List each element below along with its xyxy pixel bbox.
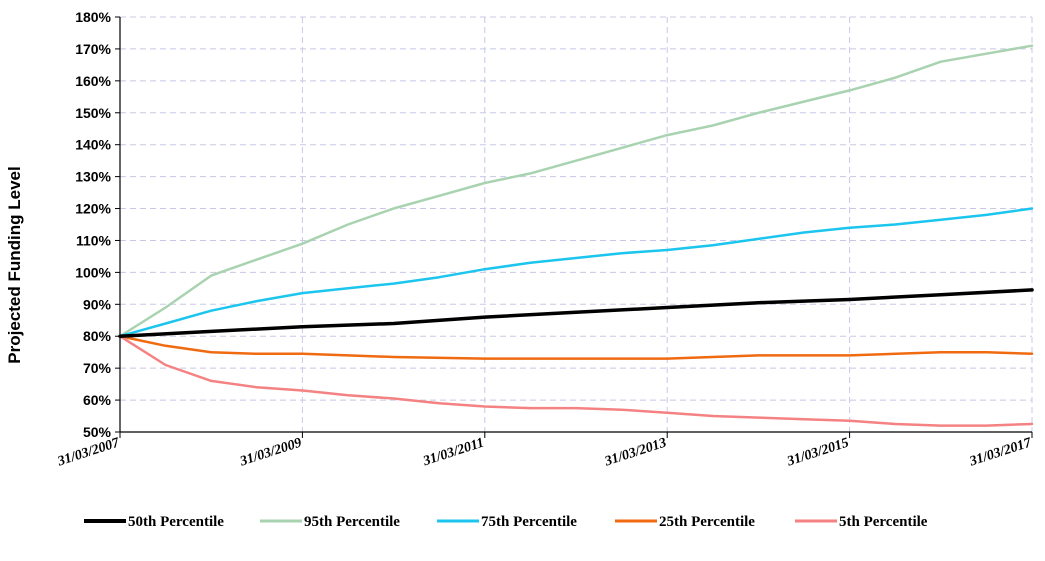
legend-label-50th-percentile: 50th Percentile [128, 514, 224, 530]
legend-label-5th-percentile: 5th Percentile [839, 514, 928, 530]
x-tick-label: 31/03/2013 [602, 436, 668, 470]
y-tick-label: 60% [83, 392, 112, 408]
y-tick-label: 70% [83, 360, 112, 376]
y-tick-label: 110% [76, 232, 112, 248]
y-tick-label: 150% [75, 105, 111, 121]
y-tick-label: 80% [83, 328, 112, 344]
x-tick-label: 31/03/2011 [421, 436, 487, 470]
series-line-50th-percentile [118, 288, 1034, 338]
legend-label-95th-percentile: 95th Percentile [304, 514, 400, 530]
y-tick-label: 90% [83, 296, 112, 312]
x-tick-label: 31/03/2007 [55, 435, 122, 470]
y-tick-label: 120% [75, 201, 111, 217]
series-line-5th-percentile [118, 334, 1034, 427]
legend-label-25th-percentile: 25th Percentile [659, 514, 755, 530]
series-line-25th-percentile [118, 334, 1034, 360]
y-tick-label: 100% [75, 264, 111, 280]
x-tick-label: 31/03/2009 [237, 436, 303, 470]
axes [119, 17, 1032, 433]
y-axis-label: Projected Funding Level [5, 166, 24, 363]
legend: 50th Percentile 95th Percentile 75th Perce… [84, 514, 928, 530]
gridlines [120, 16, 1033, 432]
legend-label-75th-percentile: 75th Percentile [481, 514, 577, 530]
x-tick-label: 31/03/2017 [967, 435, 1034, 470]
y-tick-label: 130% [75, 169, 111, 185]
y-tick-label: 180% [75, 9, 111, 25]
y-tick-label: 140% [75, 137, 111, 153]
x-axis-ticks: 31/03/2007 31/03/2009 31/03/2011 31/03/2013… [55, 432, 1034, 470]
y-axis-ticks: 50% 60% 70% 80% 90% 100% 110% 120% 130% 140% 150% 1… [75, 9, 120, 440]
series-line-95th-percentile [118, 44, 1034, 338]
y-tick-label: 170% [75, 41, 111, 57]
series-line-75th-percentile [118, 207, 1034, 338]
series-lines [118, 44, 1034, 427]
y-tick-label: 50% [83, 424, 112, 440]
x-tick-label: 31/03/2015 [785, 436, 851, 470]
y-tick-label: 160% [75, 73, 111, 89]
